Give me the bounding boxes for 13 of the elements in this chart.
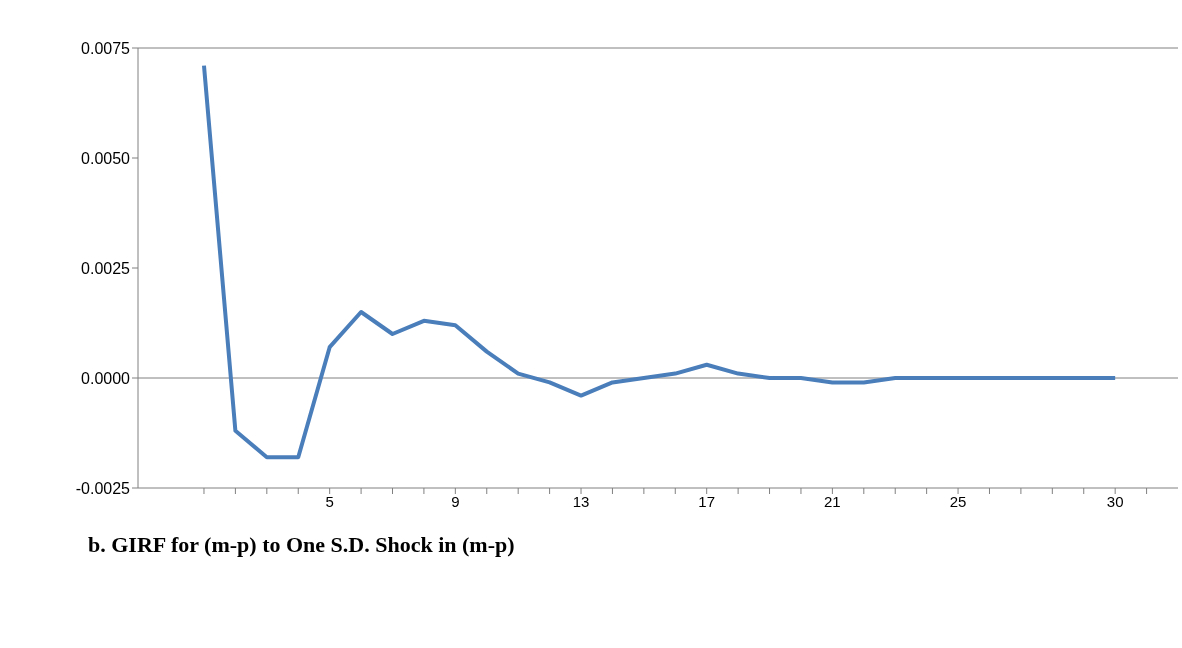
x-tick-label: 25 <box>949 492 967 510</box>
y-tick-label: 0.0050 <box>81 149 131 167</box>
y-tick-label: 0.0000 <box>81 369 131 387</box>
y-tick-label: 0.0025 <box>81 259 131 277</box>
x-tick-label: 17 <box>698 492 716 510</box>
x-tick-label: 5 <box>325 492 334 510</box>
x-tick-label: 13 <box>572 492 590 510</box>
y-tick-label: -0.0025 <box>75 479 131 497</box>
x-tick-label: 21 <box>824 492 841 510</box>
y-tick-label: 0.0075 <box>81 39 131 57</box>
text: b. GIRF for (m-p) to One S.D. Shock in (m-p) <box>88 532 516 558</box>
x-tick-label: 9 <box>451 492 460 510</box>
x-tick-label: 30 <box>1106 492 1124 510</box>
